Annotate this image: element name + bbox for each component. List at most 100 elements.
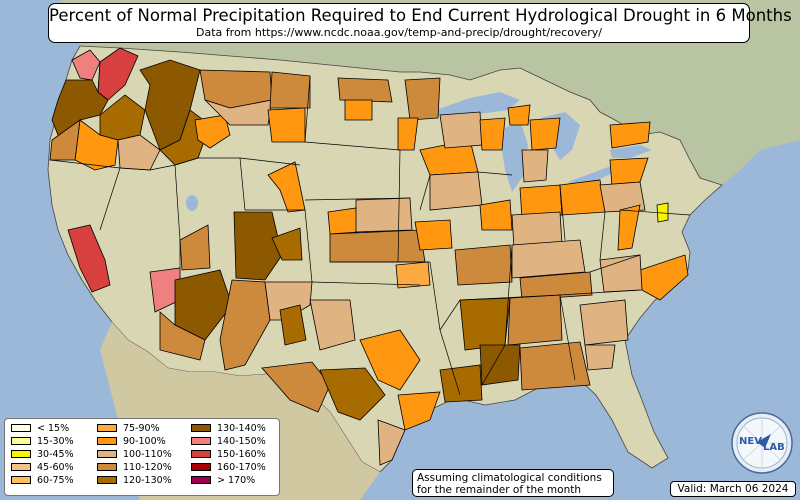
legend-label: 110-120% [123,462,172,473]
region [459,297,511,351]
legend-label: 45-60% [37,462,74,473]
drought-regions [49,47,689,466]
region [49,119,81,161]
region [429,171,483,211]
region [656,202,669,223]
region [271,227,303,261]
region [309,299,356,351]
lake-michigan [502,120,528,192]
assumption-note: Assuming climatological conditions for t… [412,469,614,497]
legend-label: 75-90% [123,423,160,434]
region [599,254,643,293]
legend-swatch [11,437,31,445]
region [609,121,651,149]
legend-label: > 170% [217,475,256,486]
legend-swatch [97,463,117,471]
region [269,71,311,109]
legend-swatch [191,463,211,471]
legend-swatch [97,437,117,445]
region [261,361,331,413]
region [454,244,513,286]
state-borders [49,61,691,396]
legend-swatch [97,424,117,432]
legend-swatch [11,476,31,484]
region [617,204,641,251]
region [337,77,393,103]
region [559,179,606,216]
region [174,269,233,341]
region [519,271,593,301]
legend-label: 150-160% [217,449,266,460]
legend-label: 120-130% [123,475,172,486]
legend-swatch [191,437,211,445]
legend: < 15% 15-30% 30-45% 45-60% 60-75% 75-90%… [4,418,280,496]
map-subtitle: Data from https://www.ncdc.noaa.gov/temp… [196,26,602,39]
region [67,224,111,293]
lake-ontario [610,145,652,158]
region [439,111,483,149]
legend-swatch [11,424,31,432]
lake-erie [568,162,622,186]
region [359,329,421,391]
region [414,219,453,251]
logo-text-right: LAB [763,442,785,453]
legend-swatch [11,463,31,471]
region [319,367,386,421]
region [439,364,483,403]
region [519,341,591,391]
region [329,229,426,263]
region [194,114,231,149]
legend-label: 140-150% [217,436,266,447]
region [117,134,161,171]
region [584,344,616,371]
region [521,149,549,183]
region [397,391,441,431]
map-title: Percent of Normal Precipitation Required… [49,6,792,25]
logo-text-left: NEV [739,436,762,447]
title-box: Percent of Normal Precipitation Required… [48,3,792,43]
legend-swatch [97,476,117,484]
legend-swatch [191,476,211,484]
nevlab-logo-icon: NEV LAB [731,412,793,474]
region [397,117,419,151]
legend-label: 160-170% [217,462,266,473]
region [479,117,506,151]
region [579,299,629,346]
region [51,79,109,141]
valid-date-label: Valid: March 06 2024 [670,481,796,497]
region [507,104,531,126]
region [179,224,211,271]
legend-swatch [97,450,117,458]
legend-label: 15-30% [37,436,74,447]
region [279,304,307,346]
region [344,99,373,121]
region [159,311,206,361]
region [267,107,306,143]
note-line: for the remainder of the month [417,484,582,496]
region [395,261,431,289]
region [599,181,646,213]
lake-superior [430,92,520,120]
legend-swatch [191,450,211,458]
region [355,197,413,233]
region [327,207,359,235]
legend-label: 60-75% [37,475,74,486]
region [529,117,561,151]
region [377,419,406,466]
great-salt-lake [186,195,198,211]
legend-label: 130-140% [217,423,266,434]
legend-label: < 15% [37,423,70,434]
region [479,344,521,386]
legend-label: 100-110% [123,449,172,460]
legend-swatch [11,450,31,458]
region [71,49,101,81]
note-line: Assuming climatological conditions [417,472,602,484]
region [233,211,283,281]
region [511,239,586,279]
legend-swatch [191,424,211,432]
legend-label: 30-45% [37,449,74,460]
region [507,294,563,346]
canada-land [60,0,800,185]
